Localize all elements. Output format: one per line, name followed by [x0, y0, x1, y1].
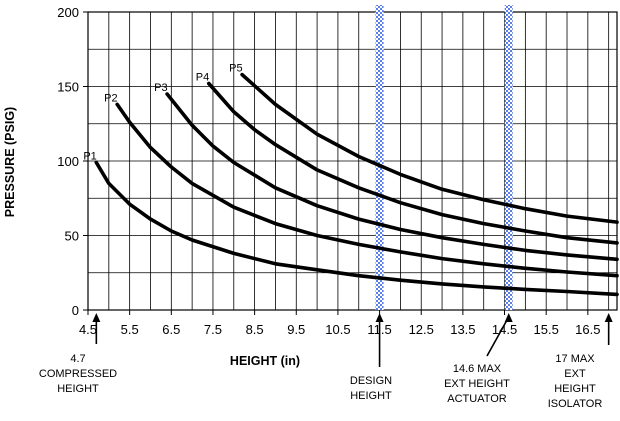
x-tick-label: 7.5 — [204, 322, 222, 337]
x-tick-label: 14.5 — [492, 322, 517, 337]
x-tick-label: 9.5 — [287, 322, 305, 337]
series-label-p4: P4 — [196, 72, 209, 84]
grid — [87, 11, 618, 311]
x-tick-label: 8.5 — [246, 322, 264, 337]
x-tick-label: 4.5 — [79, 322, 97, 337]
annotation-text: 14.6 MAX — [453, 363, 502, 375]
annotation-3: 17 MAX EXT HEIGHT ISOLATOR — [548, 313, 613, 410]
reference-bands — [375, 5, 513, 310]
x-tick-label: 10.5 — [325, 322, 350, 337]
annotation-text: EXT — [564, 368, 586, 380]
x-tick-label: 16.5 — [575, 322, 600, 337]
curves — [94, 72, 619, 297]
x-tick-label: 15.5 — [534, 322, 559, 337]
series-label-p1: P1 — [83, 150, 96, 162]
reference-band — [504, 5, 513, 310]
annotation-arrowhead — [92, 313, 101, 322]
annotation-0: 4.7 COMPRESSED HEIGHT — [39, 313, 117, 395]
series-label-p2: P2 — [104, 92, 117, 104]
annotations: 4.7 COMPRESSED HEIGHT DESIGN HEIGHT 14.6 MAX E… — [39, 313, 613, 410]
annotation-text: EXT HEIGHT — [444, 378, 510, 390]
reference-band — [375, 5, 384, 310]
curve-p5 — [240, 72, 619, 224]
annotation-2: 14.6 MAX EXT HEIGHT ACTUATOR — [444, 313, 513, 405]
curve-p1 — [94, 160, 619, 297]
annotation-arrowhead — [604, 313, 613, 322]
curve-p2 — [115, 102, 619, 278]
annotation-1: DESIGN HEIGHT — [350, 313, 392, 402]
y-tick-label: 200 — [57, 5, 79, 20]
annotation-text: HEIGHT — [350, 390, 392, 402]
curve-p3 — [165, 92, 619, 262]
y-tick-label: 100 — [57, 154, 79, 169]
x-tick-label: 5.5 — [121, 322, 139, 337]
y-tick-label: 50 — [65, 229, 79, 244]
y-tick-label: 150 — [57, 80, 79, 95]
annotation-text: ISOLATOR — [548, 398, 603, 410]
annotation-text: COMPRESSED — [39, 368, 117, 380]
y-axis-title: PRESSURE (PSIG) — [3, 107, 17, 217]
annotation-text: DESIGN — [350, 375, 392, 387]
annotation-arrowhead — [504, 313, 513, 322]
annotation-text: HEIGHT — [554, 383, 596, 395]
annotation-text: 17 MAX — [555, 353, 595, 365]
series-label-p3: P3 — [154, 82, 167, 94]
annotation-text: HEIGHT — [57, 383, 99, 395]
annotation-arrow-line — [486, 316, 510, 357]
labels: P1 P2 P3 P4 P5 — [83, 63, 242, 163]
annotation-text: ACTUATOR — [447, 393, 507, 405]
annotation-text: 4.7 — [70, 353, 85, 365]
curve-p4 — [207, 81, 619, 245]
x-tick-label: 6.5 — [162, 322, 180, 337]
x-tick-label: 12.5 — [409, 322, 434, 337]
annotation-arrowhead — [375, 313, 384, 322]
series-label-p5: P5 — [229, 63, 242, 75]
x-tick-label: 13.5 — [450, 322, 475, 337]
x-axis-title: HEIGHT (in) — [230, 354, 300, 368]
y-tick-label: 0 — [72, 303, 79, 318]
